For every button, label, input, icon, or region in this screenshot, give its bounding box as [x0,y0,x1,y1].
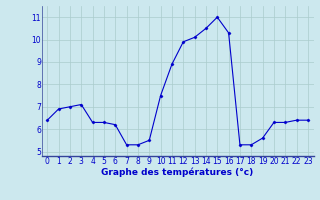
X-axis label: Graphe des températures (°c): Graphe des températures (°c) [101,167,254,177]
